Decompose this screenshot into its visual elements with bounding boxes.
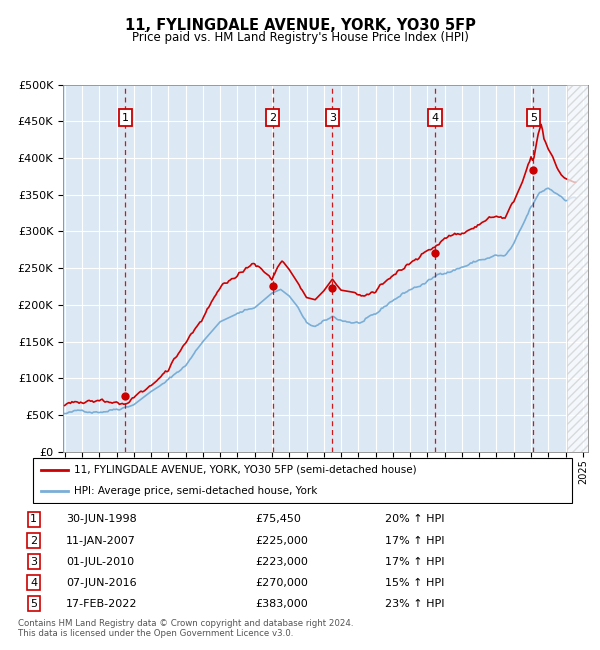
- Text: Contains HM Land Registry data © Crown copyright and database right 2024.
This d: Contains HM Land Registry data © Crown c…: [18, 619, 353, 638]
- Text: 4: 4: [30, 578, 37, 588]
- Text: 15% ↑ HPI: 15% ↑ HPI: [385, 578, 444, 588]
- Text: 2: 2: [30, 536, 37, 545]
- Text: 3: 3: [329, 112, 336, 123]
- Text: £225,000: £225,000: [255, 536, 308, 545]
- Text: 01-JUL-2010: 01-JUL-2010: [66, 556, 134, 567]
- Text: 11, FYLINGDALE AVENUE, YORK, YO30 5FP (semi-detached house): 11, FYLINGDALE AVENUE, YORK, YO30 5FP (s…: [74, 465, 416, 474]
- Text: 1: 1: [122, 112, 128, 123]
- Text: £383,000: £383,000: [255, 599, 308, 608]
- FancyBboxPatch shape: [33, 458, 572, 503]
- Text: 17-FEB-2022: 17-FEB-2022: [66, 599, 137, 608]
- Text: 17% ↑ HPI: 17% ↑ HPI: [385, 556, 444, 567]
- Text: HPI: Average price, semi-detached house, York: HPI: Average price, semi-detached house,…: [74, 486, 317, 496]
- Text: 1: 1: [30, 515, 37, 525]
- Text: 17% ↑ HPI: 17% ↑ HPI: [385, 536, 444, 545]
- Text: 11-JAN-2007: 11-JAN-2007: [66, 536, 136, 545]
- Text: 3: 3: [30, 556, 37, 567]
- Text: 2: 2: [269, 112, 276, 123]
- Text: 5: 5: [530, 112, 537, 123]
- Text: £223,000: £223,000: [255, 556, 308, 567]
- Text: 20% ↑ HPI: 20% ↑ HPI: [385, 515, 444, 525]
- Text: 30-JUN-1998: 30-JUN-1998: [66, 515, 137, 525]
- Text: £270,000: £270,000: [255, 578, 308, 588]
- Text: £75,450: £75,450: [255, 515, 301, 525]
- Text: 4: 4: [431, 112, 439, 123]
- Text: Price paid vs. HM Land Registry's House Price Index (HPI): Price paid vs. HM Land Registry's House …: [131, 31, 469, 44]
- Text: 11, FYLINGDALE AVENUE, YORK, YO30 5FP: 11, FYLINGDALE AVENUE, YORK, YO30 5FP: [125, 18, 475, 33]
- Text: 07-JUN-2016: 07-JUN-2016: [66, 578, 137, 588]
- Text: 23% ↑ HPI: 23% ↑ HPI: [385, 599, 444, 608]
- Text: 5: 5: [30, 599, 37, 608]
